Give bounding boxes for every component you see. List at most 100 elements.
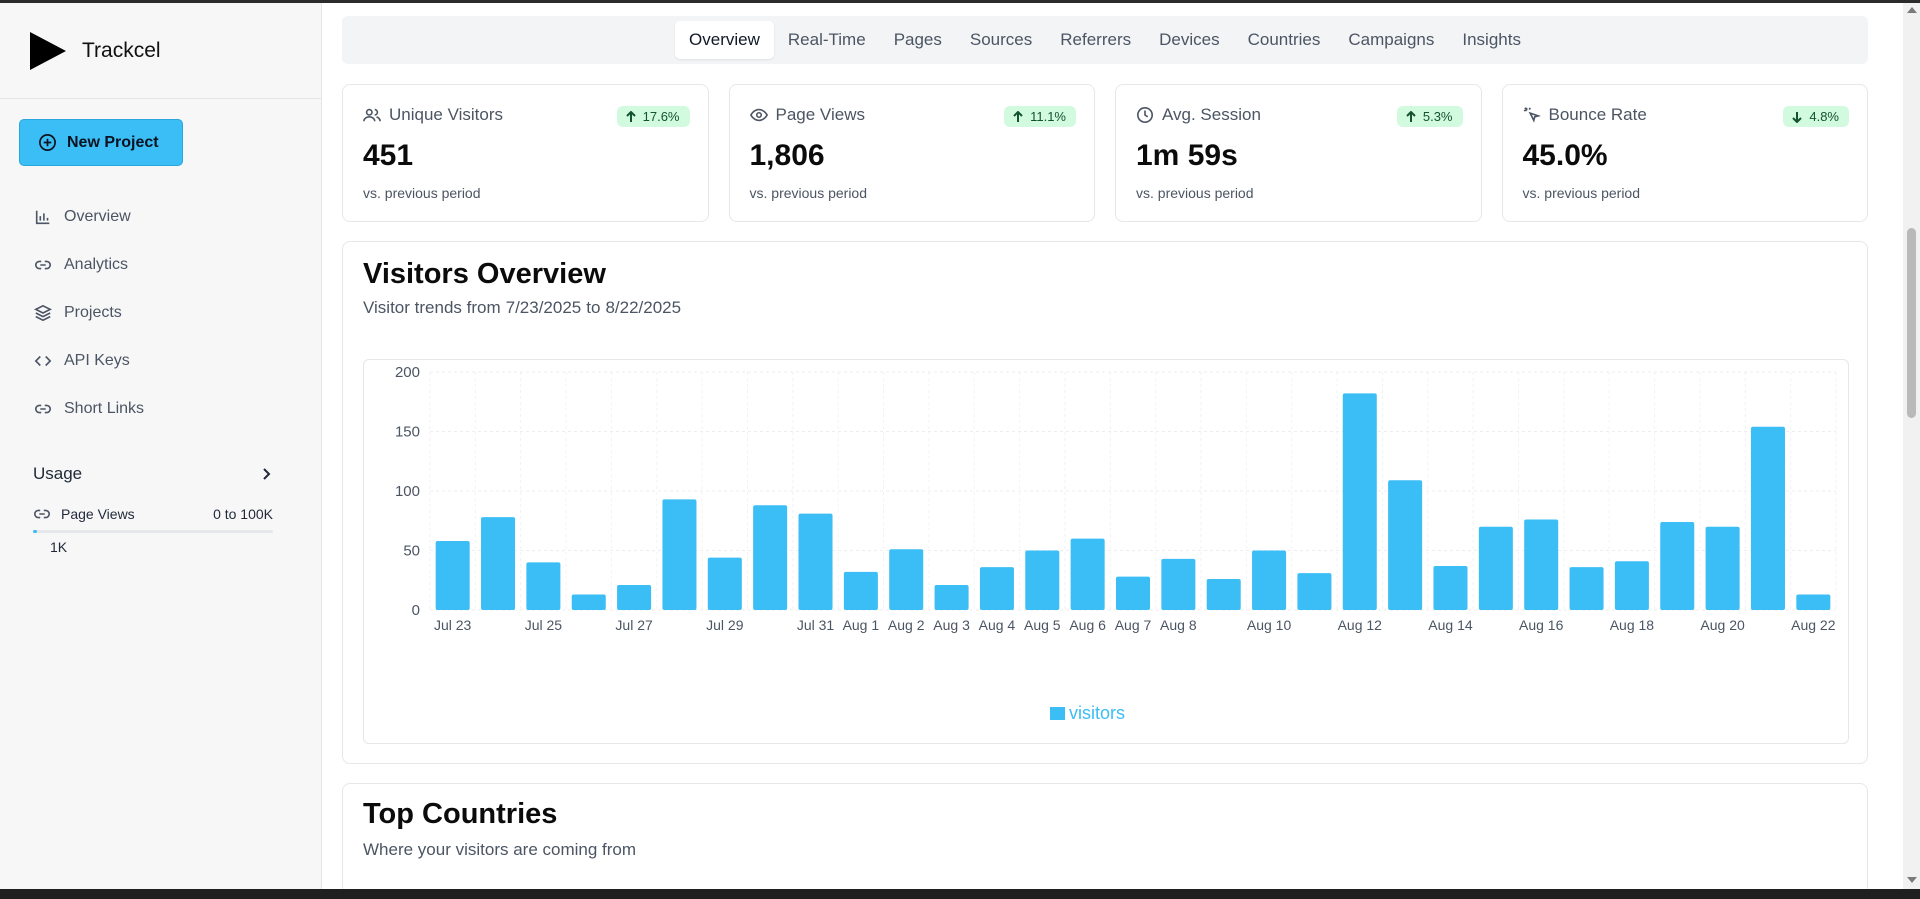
clock-icon: [1136, 106, 1154, 124]
code-icon: [34, 355, 52, 367]
panel-subtitle: Where your visitors are coming from: [363, 840, 637, 859]
y-tick-label: 50: [403, 543, 420, 560]
sidebar-item-label: Projects: [64, 304, 122, 321]
date-start: 7/23/2025: [505, 298, 582, 317]
layers-icon: [34, 304, 52, 322]
bar-chart-icon: [35, 210, 50, 225]
tab-insights[interactable]: Insights: [1462, 30, 1521, 49]
x-tick-label: Jul 27: [615, 617, 653, 633]
scroll-down-arrow-icon[interactable]: [1907, 877, 1917, 883]
bar-aug-11: [1297, 573, 1332, 610]
x-tick-label: Aug 7: [1115, 617, 1152, 633]
x-tick-label: Aug 20: [1700, 617, 1745, 633]
legend-swatch: [1050, 707, 1065, 720]
x-tick-label: Aug 3: [933, 617, 970, 633]
visitors-chart: 0 50 100 150 200 Jul 23 Jul 25 Jul 27 Jul 29 Jul …: [363, 359, 1849, 744]
link-icon: [35, 404, 51, 414]
main-content: Overview Real-Time Pages Sources Referre…: [323, 3, 1903, 899]
stat-subtitle: vs. previous period: [1136, 185, 1254, 201]
tab-campaigns[interactable]: Campaigns: [1348, 30, 1435, 49]
visitors-overview-panel: Visitors Overview Visitor trends from 7/2…: [342, 241, 1868, 764]
bar-aug-13: [1388, 480, 1423, 610]
sidebar-nav: Overview Analytics Projects API Keys Sho…: [0, 193, 322, 433]
bar-aug-4: [979, 567, 1014, 610]
arrow-up-icon: [625, 110, 636, 122]
scroll-up-arrow-icon[interactable]: [1907, 7, 1917, 13]
tab-devices[interactable]: Devices: [1159, 30, 1220, 49]
x-tick-label: Aug 4: [979, 617, 1016, 633]
new-project-button[interactable]: New Project: [19, 119, 183, 166]
stat-subtitle: vs. previous period: [1522, 185, 1641, 201]
stat-label: Bounce Rate: [1523, 105, 1848, 125]
change-badge: 11.1%: [1004, 106, 1076, 127]
usage-title: Usage: [33, 464, 83, 483]
tab-sources[interactable]: Sources: [969, 30, 1033, 49]
panel-title: Top Countries: [363, 798, 558, 830]
x-tick-label: Aug 18: [1610, 617, 1655, 633]
change-value: 5.3%: [1422, 109, 1453, 124]
x-tick-label: Aug 6: [1069, 617, 1106, 633]
window-top-border: [0, 0, 1920, 3]
bar-aug-17: [1569, 567, 1604, 610]
x-tick-label: Aug 8: [1160, 617, 1197, 633]
x-tick-label: Aug 5: [1024, 617, 1061, 633]
tab-countries[interactable]: Countries: [1247, 30, 1321, 49]
sidebar-item-api-keys[interactable]: API Keys: [0, 337, 322, 385]
tab-referrers[interactable]: Referrers: [1060, 30, 1132, 49]
tab-bar: Overview Real-Time Pages Sources Referre…: [342, 16, 1868, 64]
bar-jul-25: [526, 562, 561, 610]
brand-name: Trackcel: [82, 38, 161, 62]
sidebar-item-label: Overview: [64, 208, 131, 225]
subtitle-joiner: to: [586, 298, 601, 317]
bar-aug-8: [1161, 558, 1196, 610]
sidebar-item-label: Analytics: [64, 256, 129, 273]
stat-label: Unique Visitors: [363, 105, 688, 125]
stat-value: 1m 59s: [1136, 139, 1238, 172]
new-project-label: New Project: [67, 133, 159, 151]
bar-aug-7: [1115, 576, 1151, 610]
subtitle-prefix: Visitor trends from: [363, 298, 501, 317]
bar-aug-2: [889, 549, 924, 610]
sidebar: Trackcel New Project Overview Analytics …: [0, 3, 322, 889]
bar-aug-12: [1342, 393, 1377, 610]
usage-metric-label: Page Views: [61, 506, 135, 522]
arrow-up-icon: [1013, 110, 1023, 122]
tab-overview[interactable]: Overview: [675, 21, 774, 59]
change-badge: 4.8%: [1783, 106, 1849, 127]
stat-value: 1,806: [749, 139, 825, 172]
usage-range: 0 to 100K: [213, 506, 273, 522]
os-taskbar: [0, 889, 1920, 899]
sidebar-item-projects[interactable]: Projects: [0, 289, 322, 337]
plus-circle-icon: [39, 134, 56, 151]
bar-jul-23: [435, 540, 470, 610]
stat-subtitle: vs. previous period: [749, 185, 868, 201]
stat-card-bounce-rate: Bounce Rate 4.8% 45.0% vs. previous peri…: [1501, 84, 1868, 222]
chevron-right-icon: [263, 468, 271, 480]
sidebar-item-analytics[interactable]: Analytics: [0, 241, 322, 289]
brand[interactable]: Trackcel: [0, 3, 321, 99]
sidebar-item-short-links[interactable]: Short Links: [0, 385, 322, 433]
bar-aug-20: [1705, 526, 1740, 610]
x-tick-label: Aug 22: [1791, 617, 1836, 633]
pointer-click-icon: [1523, 107, 1541, 123]
sidebar-item-overview[interactable]: Overview: [0, 193, 322, 241]
panel-subtitle: Visitor trends from 7/23/2025 to 8/22/2025: [363, 298, 686, 318]
link-icon: [35, 260, 51, 270]
bar-aug-14: [1433, 565, 1468, 610]
stat-value: 451: [363, 139, 414, 172]
usage-toggle[interactable]: Usage: [33, 464, 273, 484]
tab-pages[interactable]: Pages: [893, 30, 942, 49]
usage-page-views: Page Views 0 to 100K: [33, 505, 273, 523]
stats-cards: Unique Visitors 17.6% 451 vs. previous p…: [342, 84, 1868, 222]
page-scrollbar[interactable]: [1903, 3, 1920, 889]
change-value: 4.8%: [1809, 109, 1839, 124]
scroll-thumb[interactable]: [1907, 228, 1916, 418]
eye-icon: [749, 108, 768, 122]
tab-real-time[interactable]: Real-Time: [787, 30, 866, 49]
y-tick-label: 100: [395, 483, 420, 500]
usage-progress-bar: [33, 530, 273, 533]
stat-label: Page Views: [749, 105, 1075, 125]
x-tick-label: Aug 16: [1519, 617, 1564, 633]
bar-aug-3: [934, 585, 969, 610]
usage-progress-fill: [33, 530, 37, 533]
